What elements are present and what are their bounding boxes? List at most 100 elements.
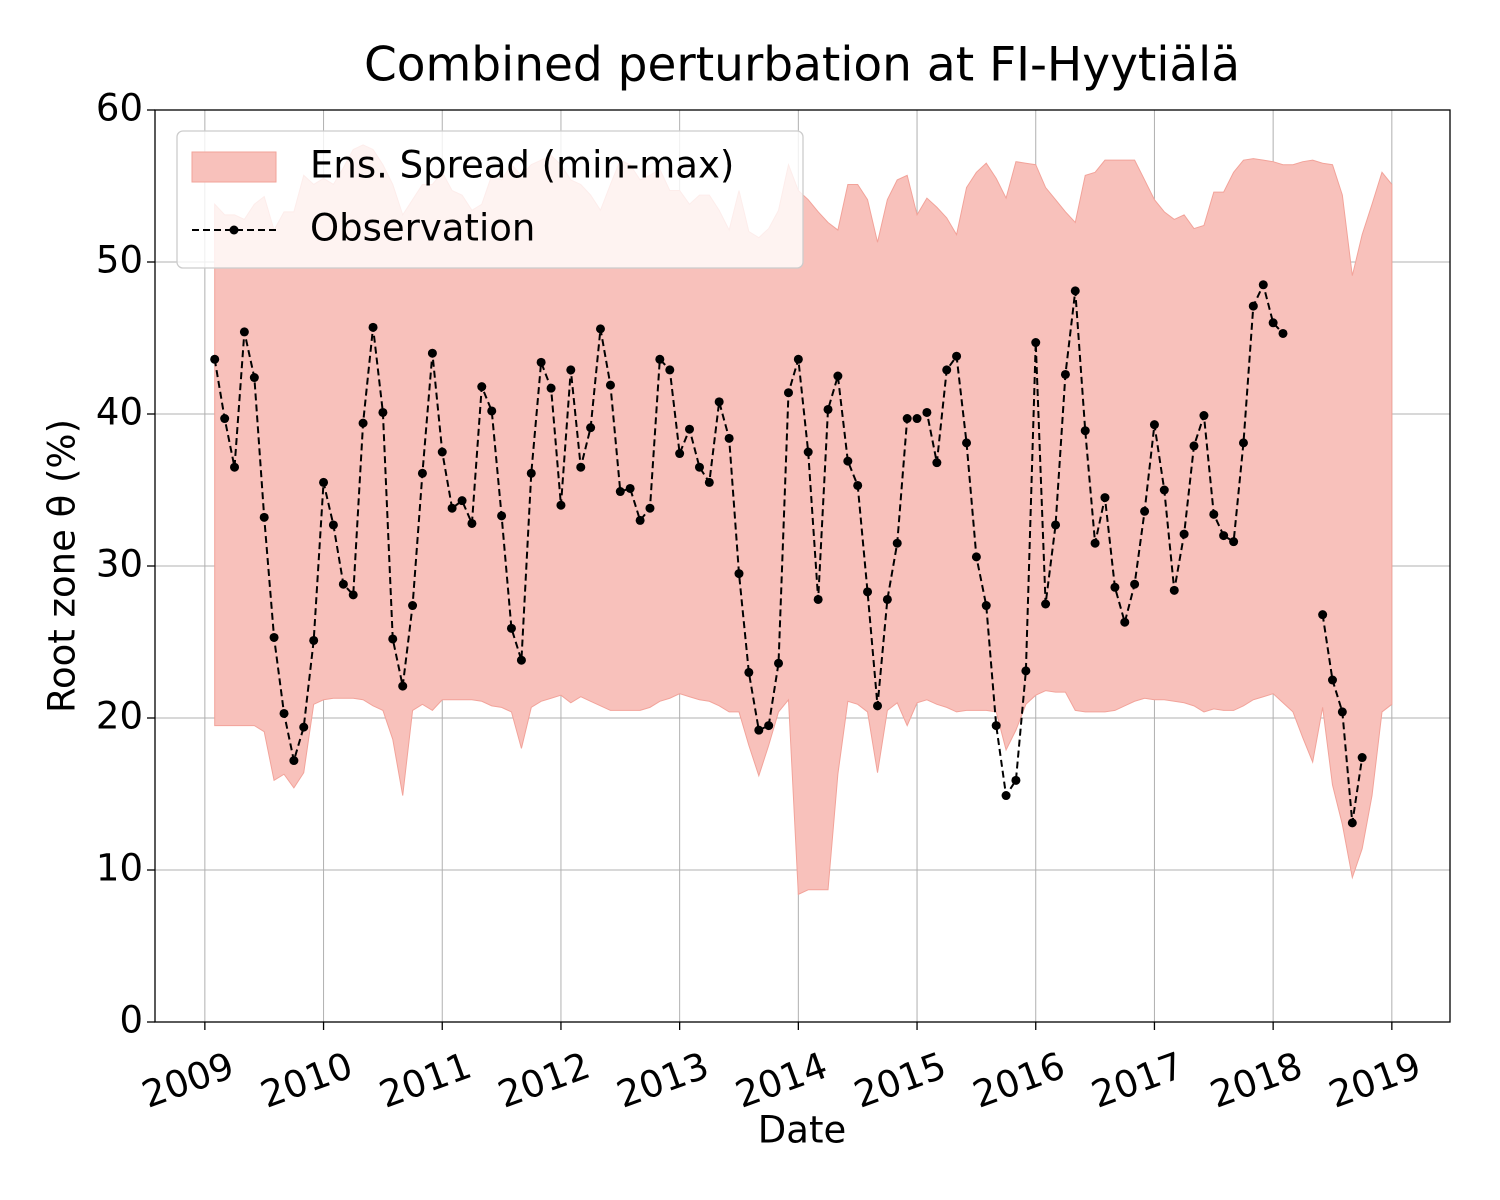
observation-point	[655, 354, 665, 364]
observation-point	[398, 681, 408, 691]
observation-point	[714, 397, 724, 407]
observation-point	[1090, 538, 1100, 548]
observation-point	[388, 634, 398, 644]
observation-point	[823, 404, 833, 414]
observation-point	[843, 456, 853, 466]
x-tick-label: 2013	[611, 1044, 714, 1117]
observation-point	[299, 722, 309, 732]
observation-point	[1248, 301, 1258, 311]
observation-point	[1179, 529, 1189, 539]
observation-point	[417, 468, 427, 478]
observation-point	[319, 477, 329, 487]
observation-point	[269, 632, 279, 642]
observation-point	[1238, 438, 1248, 448]
observation-point	[1357, 753, 1367, 763]
observation-point	[813, 594, 823, 604]
observation-point	[477, 382, 487, 392]
observation-point	[546, 383, 556, 393]
observation-point	[734, 569, 744, 579]
axes-frame	[154, 109, 1451, 1023]
observation-point	[853, 480, 863, 490]
observation-point	[1337, 707, 1347, 717]
observation-point	[1268, 318, 1278, 328]
observation-point	[833, 371, 843, 381]
x-tick-label: 2016	[967, 1044, 1070, 1117]
observation-point	[1209, 509, 1219, 519]
observation-point	[586, 423, 596, 433]
legend-marker	[229, 225, 239, 235]
observation-point	[1347, 818, 1357, 828]
observation-point	[328, 520, 338, 530]
observation-point	[1258, 280, 1268, 290]
observation-point	[220, 414, 230, 424]
observation-point	[358, 418, 368, 428]
observation-point	[704, 477, 714, 487]
observation-point	[556, 500, 566, 510]
observation-point	[1327, 675, 1337, 685]
chart-title: Combined perturbation at FI-Hyytiälä	[364, 38, 1240, 93]
observation-point	[1001, 791, 1011, 801]
observation-point	[783, 388, 793, 398]
observation-point	[437, 447, 447, 457]
observation-point	[338, 579, 348, 589]
observation-point	[882, 594, 892, 604]
x-tick-label: 2018	[1205, 1044, 1308, 1117]
observation-point	[1080, 426, 1090, 436]
observation-point	[605, 380, 615, 390]
observation-point	[1060, 369, 1070, 379]
observation-point	[1140, 506, 1150, 516]
observation-point	[309, 635, 319, 645]
legend-box	[176, 130, 804, 269]
y-axis-label: Root zone θ (%)	[41, 419, 84, 713]
observation-point	[536, 357, 546, 367]
observation-point	[516, 655, 526, 665]
observation-point	[615, 487, 625, 497]
x-tick-label: 2011	[374, 1044, 477, 1117]
observation-point	[912, 414, 922, 424]
observation-point	[576, 462, 586, 472]
observation-point	[1318, 610, 1328, 620]
observation-point	[971, 552, 981, 562]
observation-point	[1021, 666, 1031, 676]
observation-point	[487, 406, 497, 416]
y-tick-label: 20	[96, 695, 143, 738]
observation-point	[684, 424, 694, 434]
y-tick-label: 40	[96, 391, 143, 434]
observation-point	[1070, 286, 1080, 296]
observation-point	[1159, 485, 1169, 495]
observation-point	[595, 324, 605, 334]
observation-point	[368, 322, 378, 332]
observation-point	[1199, 411, 1209, 421]
observation-point	[497, 511, 507, 521]
observation-point	[774, 658, 784, 668]
y-tick-label: 0	[119, 999, 143, 1042]
observation-point	[1130, 579, 1140, 589]
observation-point	[249, 373, 259, 383]
observation-point	[457, 496, 467, 506]
observation-point	[1110, 582, 1120, 592]
observation-point	[1189, 441, 1199, 451]
observation-point	[803, 447, 813, 457]
observation-point	[1100, 493, 1110, 503]
observation-point	[289, 756, 299, 766]
x-tick-label: 2017	[1086, 1044, 1189, 1117]
observation-point	[1219, 531, 1229, 541]
y-tick-label: 10	[96, 847, 143, 890]
observation-point	[635, 515, 645, 525]
observation-point	[230, 462, 240, 472]
observation-point	[467, 518, 477, 528]
observation-point	[408, 601, 418, 611]
observation-point	[1149, 420, 1159, 430]
x-tick-label: 2019	[1323, 1044, 1426, 1117]
observation-point	[625, 483, 635, 493]
x-axis-label: Date	[758, 1109, 846, 1152]
observation-point	[1031, 338, 1041, 348]
x-tick-label: 2009	[136, 1044, 239, 1117]
legend-label: Ens. Spread (min-max)	[310, 144, 734, 187]
observation-point	[902, 414, 912, 424]
observation-point	[526, 468, 536, 478]
observation-point	[863, 587, 873, 597]
legend-label: Observation	[310, 207, 535, 250]
observation-point	[1229, 537, 1239, 547]
